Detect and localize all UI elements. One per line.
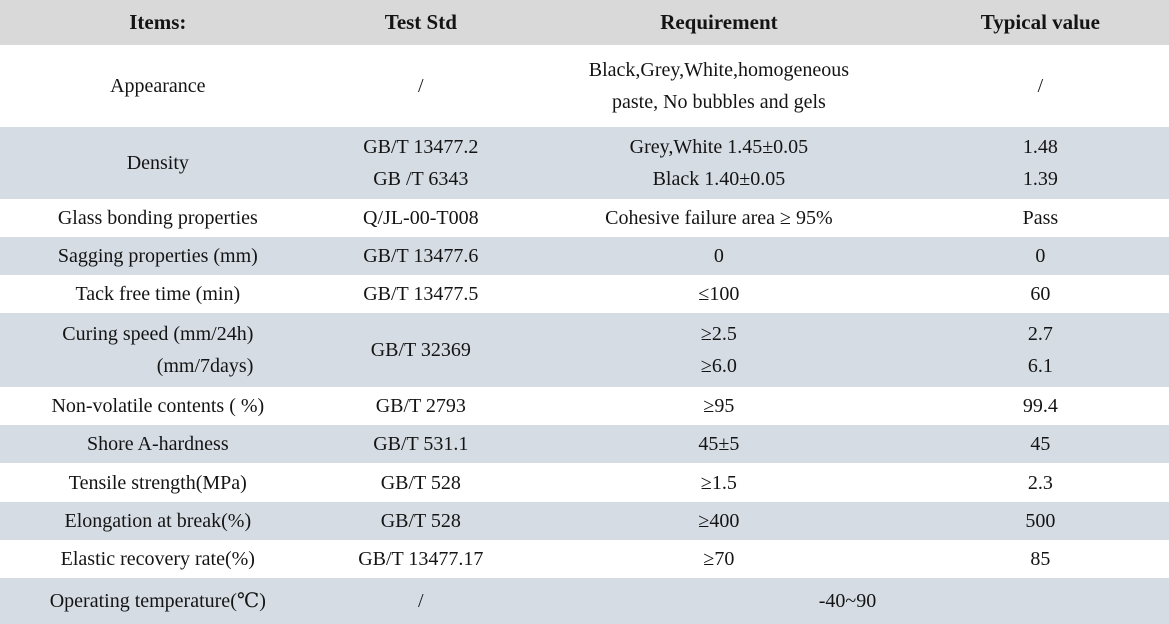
table-row-appearance: Appearance / Black,Grey,White,homogeneou…	[0, 45, 1169, 127]
cell-item: Glass bonding properties	[0, 199, 316, 237]
cell-item: Sagging properties (mm)	[0, 237, 316, 275]
cell-typical-value: 1.48 1.39	[911, 127, 1169, 199]
table-row-shore-hardness: Shore A-hardness GB/T 531.1 45±5 45	[0, 425, 1169, 463]
cell-typical-value: 99.4	[911, 387, 1169, 425]
cell-requirement: ≤100	[526, 275, 912, 313]
cell-item: Density	[0, 127, 316, 199]
cell-test-std: GB/T 528	[315, 502, 527, 540]
cell-typical-value: Pass	[911, 199, 1169, 237]
cell-item-label: Non-volatile contents ( %)	[51, 395, 265, 417]
cell-item-label: Appearance	[110, 75, 206, 97]
cell-requirement: ≥70	[526, 540, 912, 578]
cell-typical-value: /	[911, 45, 1169, 127]
column-header-items: Items:	[0, 0, 316, 45]
table-row-elongation: Elongation at break(%) GB/T 528 ≥400 500	[0, 502, 1169, 540]
cell-test-std: GB/T 13477.17	[315, 540, 527, 578]
cell-typical-value: 85	[911, 540, 1169, 578]
table-row-non-volatile: Non-volatile contents ( %) GB/T 2793 ≥95…	[0, 387, 1169, 425]
table-row-sagging: Sagging properties (mm) GB/T 13477.6 0 0	[0, 237, 1169, 275]
column-header-requirement: Requirement	[526, 0, 912, 45]
cell-item-label: Elastic recovery rate(%)	[60, 548, 255, 570]
cell-requirement: ≥400	[526, 502, 912, 540]
cell-requirement-merged: -40~90	[526, 578, 1169, 624]
cell-item-label: Curing speed (mm/24h)	[62, 323, 254, 345]
cell-test-std: /	[315, 578, 527, 624]
table-row-tack-free-time: Tack free time (min) GB/T 13477.5 ≤100 6…	[0, 275, 1169, 313]
cell-item: Elastic recovery rate(%)	[0, 540, 316, 578]
cell-requirement: ≥95	[526, 387, 912, 425]
cell-item-label: Tack free time (min)	[75, 283, 241, 305]
cell-item: Tensile strength(MPa)	[0, 463, 316, 502]
cell-requirement: Black,Grey,White,homogeneous paste, No b…	[526, 45, 912, 127]
cell-item: Appearance	[0, 45, 316, 127]
cell-requirement: ≥2.5 ≥6.0	[526, 313, 912, 387]
cell-item: Elongation at break(%)	[0, 502, 316, 540]
header-row: Items: Test Std Requirement Typical valu…	[0, 0, 1169, 45]
cell-test-std: GB/T 32369	[315, 313, 527, 387]
column-header-test-std: Test Std	[315, 0, 527, 45]
cell-test-std: GB/T 13477.2 GB /T 6343	[315, 127, 527, 199]
cell-typical-value: 0	[911, 237, 1169, 275]
cell-item: Operating temperature(℃)	[0, 578, 316, 624]
cell-test-std: Q/JL-00-T008	[315, 199, 527, 237]
cell-typical-value: 60	[911, 275, 1169, 313]
table-row-elastic-recovery: Elastic recovery rate(%) GB/T 13477.17 ≥…	[0, 540, 1169, 578]
cell-item-label: Operating temperature(℃)	[49, 590, 266, 612]
table-row-density: Density GB/T 13477.2 GB /T 6343 Grey,Whi…	[0, 127, 1169, 199]
cell-item: Tack free time (min)	[0, 275, 316, 313]
cell-item-label: Tensile strength(MPa)	[68, 471, 247, 494]
cell-test-std: GB/T 528	[315, 463, 527, 502]
cell-item: Curing speed (mm/24h) (mm/7days)	[0, 313, 316, 387]
cell-requirement: Grey,White 1.45±0.05 Black 1.40±0.05	[526, 127, 912, 199]
cell-requirement: 0	[526, 237, 912, 275]
cell-typical-value: 500	[911, 502, 1169, 540]
cell-typical-value: 45	[911, 425, 1169, 463]
cell-item-label: Density	[126, 152, 189, 174]
cell-item: Non-volatile contents ( %)	[0, 387, 316, 425]
table-row-operating-temperature: Operating temperature(℃) / -40~90	[0, 578, 1169, 624]
cell-item-label: Sagging properties (mm)	[57, 245, 258, 267]
cell-requirement: Cohesive failure area ≥ 95%	[526, 199, 912, 237]
cell-test-std: GB/T 13477.6	[315, 237, 527, 275]
cell-item-label: Shore A-hardness	[86, 433, 229, 455]
cell-item-label: Elongation at break(%)	[64, 510, 252, 532]
cell-requirement: 45±5	[526, 425, 912, 463]
cell-typical-value: 2.7 6.1	[911, 313, 1169, 387]
cell-test-std: GB/T 531.1	[315, 425, 527, 463]
cell-test-std: /	[315, 45, 527, 127]
cell-item-label: Glass bonding properties	[57, 207, 258, 229]
column-header-typical-value: Typical value	[911, 0, 1169, 45]
cell-typical-value: 2.3	[911, 463, 1169, 502]
cell-item: Shore A-hardness	[0, 425, 316, 463]
table-row-curing-speed: Curing speed (mm/24h) (mm/7days) GB/T 32…	[0, 313, 1169, 387]
cell-test-std: GB/T 13477.5	[315, 275, 527, 313]
table-row-glass-bonding: Glass bonding properties Q/JL-00-T008 Co…	[0, 199, 1169, 237]
cell-test-std: GB/T 2793	[315, 387, 527, 425]
cell-requirement: ≥1.5	[526, 463, 912, 502]
table-row-tensile-strength: Tensile strength(MPa) GB/T 528 ≥1.5 2.3	[0, 463, 1169, 502]
